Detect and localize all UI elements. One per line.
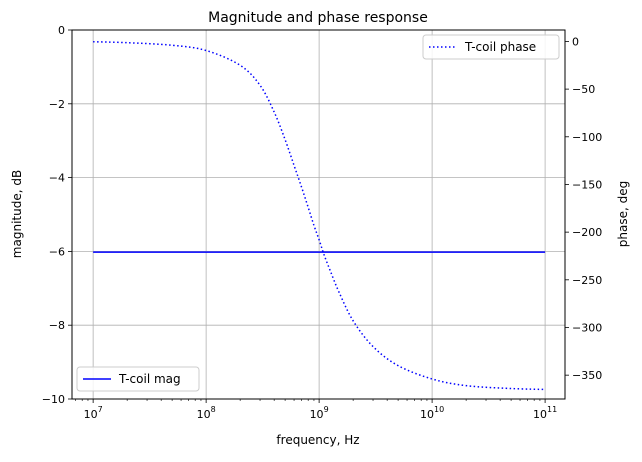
plot-frame [71,29,566,400]
y-axis-left-label: magnitude, dB [10,170,24,258]
x-tick-label: 108 [197,405,216,421]
y-right-tick-label: −150 [572,178,602,191]
y-right-tick-label: −350 [572,369,602,382]
legend-box-t-coil-phase [422,34,560,60]
x-tick-label: 1011 [533,405,557,421]
y-right-tick-label: −200 [572,226,602,239]
y-right-tick-label: −100 [572,131,602,144]
y-right-tick-label: −250 [572,274,602,287]
x-tick-label: 1010 [420,405,444,421]
x-tick-label: 107 [84,405,103,421]
y-right-tick-label: −50 [572,83,595,96]
legends: T-coil phase T-coil mag [76,34,560,392]
x-axis-label: frequency, Hz [276,433,359,447]
y-right-tick-label: 0 [572,35,579,48]
y-axis-right-label: phase, deg [616,181,630,247]
series-layer [93,40,546,391]
legend-box-t-coil-mag [76,366,200,392]
y-left-tick-label: 0 [58,24,65,37]
y-left-tick-label: −6 [49,245,65,258]
axes: 107 108 109 1010 10110−2−4−6−8−100−50−100−15… [42,24,602,421]
y-left-tick-label: −2 [49,98,65,111]
y-left-tick-label: −8 [49,319,65,332]
y-left-tick-label: −4 [49,172,65,185]
chart-title: Magnitude and phase response [208,10,428,26]
series-t-coil-phase-line [93,40,546,391]
y-left-tick-label: −10 [42,393,65,406]
y-right-tick-label: −300 [572,321,602,334]
legend-label-t-coil-phase: T-coil phase [464,40,536,54]
x-tick-label: 109 [310,405,329,421]
legend-label-t-coil-mag: T-coil mag [118,372,181,386]
